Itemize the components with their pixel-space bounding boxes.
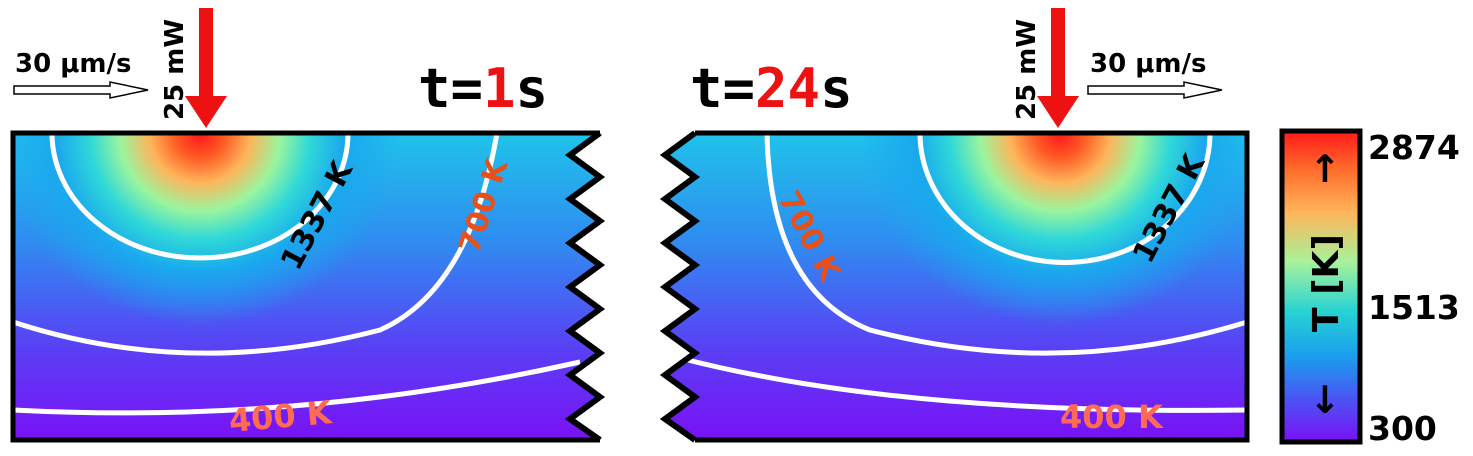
left-speed-label: 30 μm/s — [15, 49, 131, 79]
right-zigzag-edge — [659, 130, 701, 443]
colorbar-arrow-down: ↓ — [1309, 378, 1341, 422]
colorbar-tick-max: 2874 — [1368, 128, 1460, 167]
left-contour-700 — [13, 133, 500, 356]
right-time-label: t=24s — [690, 57, 853, 120]
colorbar-tick-mid: 1513 — [1368, 288, 1460, 327]
right-panel: 1337 K 700 K 400 K 25 mW 30 μm/s t=24s — [659, 8, 1250, 443]
right-laser-arrow — [1037, 8, 1079, 128]
colorbar-tick-min: 300 — [1368, 409, 1437, 448]
colorbar-arrow-up: ↑ — [1309, 147, 1341, 191]
right-power-label: 25 mW — [1012, 19, 1042, 120]
left-contour-1337 — [49, 133, 351, 261]
left-panel-border — [10, 130, 600, 443]
colorbar-label: T [K] — [1306, 234, 1347, 332]
right-label-400: 400 K — [1060, 398, 1164, 436]
left-panel: 1337 K 700 K 400 K 25 mW 30 μm/s t=1s — [10, 8, 606, 443]
left-zigzag-edge — [564, 130, 606, 443]
colorbar: ↑ T [K] ↓ 2874 1513 300 — [1279, 128, 1460, 448]
left-contour-400 — [13, 359, 581, 416]
right-contour-1337 — [917, 133, 1213, 265]
left-heatmap — [13, 133, 600, 440]
left-laser-arrow — [185, 8, 227, 128]
left-speed-arrow — [13, 81, 149, 99]
right-speed-label: 30 μm/s — [1090, 49, 1206, 79]
right-contour-400 — [679, 355, 1247, 413]
left-power-label: 25 mW — [160, 19, 190, 120]
right-speed-arrow — [1087, 81, 1223, 99]
left-time-label: t=1s — [418, 57, 548, 120]
colorbar-gradient — [1279, 128, 1363, 445]
left-label-400: 400 K — [227, 393, 334, 440]
right-heatmap — [660, 133, 1247, 440]
right-panel-border — [695, 130, 1250, 443]
right-contour-700 — [764, 133, 1247, 356]
